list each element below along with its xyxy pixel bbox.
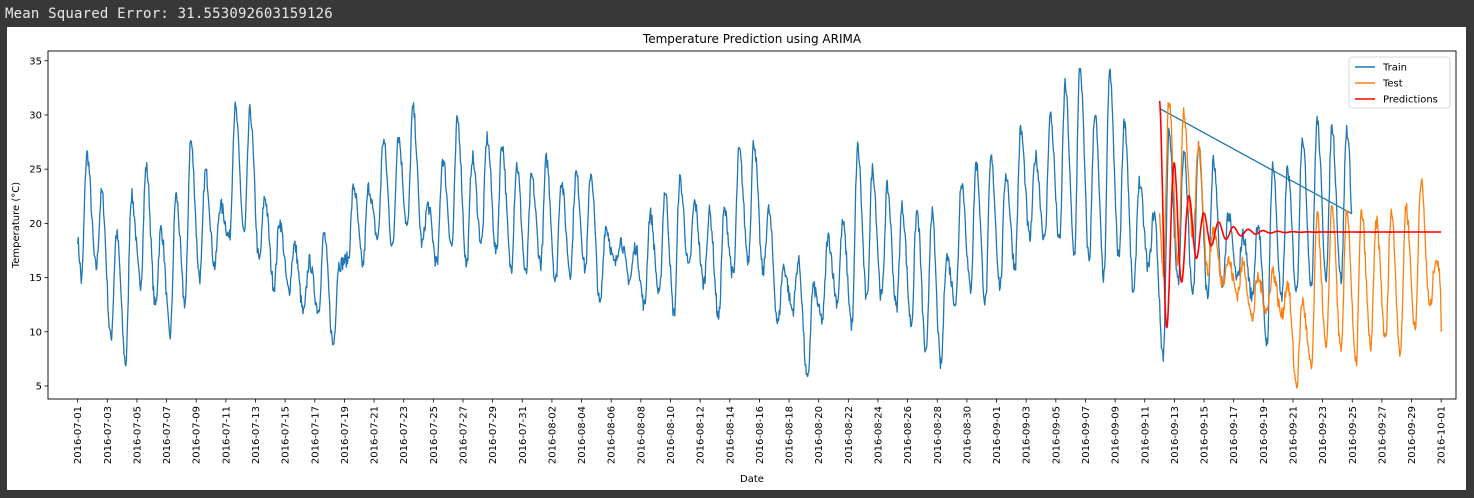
- legend: Train Test Predictions: [1348, 56, 1451, 109]
- series-layer: [76, 67, 1442, 389]
- x-tick-label: 2016-09-13: [1170, 406, 1181, 464]
- x-tick-label: 2016-09-25: [1348, 406, 1359, 464]
- chart-figure: 5 10 15 20 25 30 35 2016-07-01 2016-07-03 2016-0…: [7, 27, 1466, 490]
- x-tick-label: 2016-09-01: [992, 406, 1003, 464]
- x-tick-label: 2016-08-24: [874, 406, 885, 464]
- plot-area-frame: [47, 50, 1457, 400]
- predictions-series-line: [1158, 100, 1442, 329]
- x-tick-label: 2016-09-19: [1259, 406, 1270, 464]
- x-tick-label: 2016-09-21: [1289, 406, 1300, 464]
- x-tick-label: 2016-07-01: [73, 406, 84, 464]
- x-tick-label: 2016-08-22: [844, 406, 855, 464]
- x-tick-label: 2016-09-27: [1377, 406, 1388, 464]
- x-tick-label: 2016-07-17: [310, 406, 321, 464]
- x-tick-label: 2016-07-05: [132, 406, 143, 464]
- x-tick-label: 2016-08-20: [814, 406, 825, 464]
- x-tick-label: 2016-09-09: [1111, 406, 1122, 464]
- x-tick-label: 2016-07-31: [518, 406, 529, 464]
- x-tick-label: 2016-07-03: [103, 406, 114, 464]
- y-tick-label: 25: [29, 165, 42, 176]
- y-tick-label: 30: [29, 110, 42, 121]
- legend-label-test: Test: [1382, 79, 1403, 90]
- x-tick-label: 2016-07-13: [251, 406, 262, 464]
- test-series-line: [1158, 101, 1442, 389]
- x-tick-label: 2016-07-27: [459, 406, 470, 464]
- x-tick-label: 2016-08-26: [903, 406, 914, 464]
- x-tick-label: 2016-08-08: [636, 406, 647, 464]
- x-tick-label: 2016-08-04: [577, 406, 588, 464]
- x-tick-label: 2016-07-15: [281, 406, 292, 464]
- x-tick-label: 2016-09-07: [1081, 406, 1092, 464]
- legend-box: [1348, 56, 1451, 109]
- legend-label-predictions: Predictions: [1383, 95, 1438, 106]
- x-tick-label: 2016-09-15: [1200, 406, 1211, 464]
- x-tick-label: 2016-09-17: [1229, 406, 1240, 464]
- y-tick-label: 20: [29, 219, 42, 230]
- y-tick-label: 5: [36, 381, 42, 392]
- x-axis-label: Date: [740, 474, 764, 485]
- x-tick-label: 2016-07-09: [192, 406, 203, 464]
- x-tick-label: 2016-09-05: [1051, 406, 1062, 464]
- x-tick-label: 2016-07-21: [370, 406, 381, 464]
- x-tick-label: 2016-08-12: [696, 406, 707, 464]
- x-tick-label: 2016-08-02: [547, 406, 558, 464]
- x-tick-label: 2016-08-14: [725, 406, 736, 464]
- x-tick-label: 2016-07-11: [221, 406, 232, 464]
- x-tick-label: 2016-08-30: [962, 406, 973, 464]
- y-axis: 5 10 15 20 25 30 35: [29, 56, 48, 392]
- x-tick-label: 2016-09-29: [1407, 406, 1418, 464]
- x-tick-label: 2016-07-07: [162, 406, 173, 464]
- x-tick-label: 2016-08-10: [666, 406, 677, 464]
- x-tick-label: 2016-09-03: [1022, 406, 1033, 464]
- x-tick-label: 2016-08-28: [933, 406, 944, 464]
- x-tick-label: 2016-10-01: [1437, 406, 1448, 464]
- x-tick-label: 2016-08-16: [755, 406, 766, 464]
- x-axis: 2016-07-01 2016-07-03 2016-07-05 2016-07-07…: [73, 399, 1448, 464]
- y-tick-label: 15: [29, 273, 42, 284]
- x-tick-label: 2016-07-29: [488, 406, 499, 464]
- y-tick-label: 10: [29, 327, 42, 338]
- x-tick-label: 2016-07-19: [340, 406, 351, 464]
- x-tick-label: 2016-07-23: [399, 406, 410, 464]
- x-tick-label: 2016-09-11: [1140, 406, 1151, 464]
- train-series-line: [76, 67, 1353, 378]
- legend-label-train: Train: [1382, 63, 1407, 74]
- y-tick-label: 35: [29, 56, 42, 67]
- x-tick-label: 2016-07-25: [429, 406, 440, 464]
- x-tick-label: 2016-08-06: [607, 406, 618, 464]
- x-tick-label: 2016-08-18: [785, 406, 796, 464]
- x-tick-label: 2016-09-23: [1318, 406, 1329, 464]
- chart-title: Temperature Prediction using ARIMA: [642, 32, 862, 46]
- y-axis-label: Temperature (°C): [11, 182, 22, 269]
- mse-output-text: Mean Squared Error: 31.553092603159126: [5, 6, 333, 22]
